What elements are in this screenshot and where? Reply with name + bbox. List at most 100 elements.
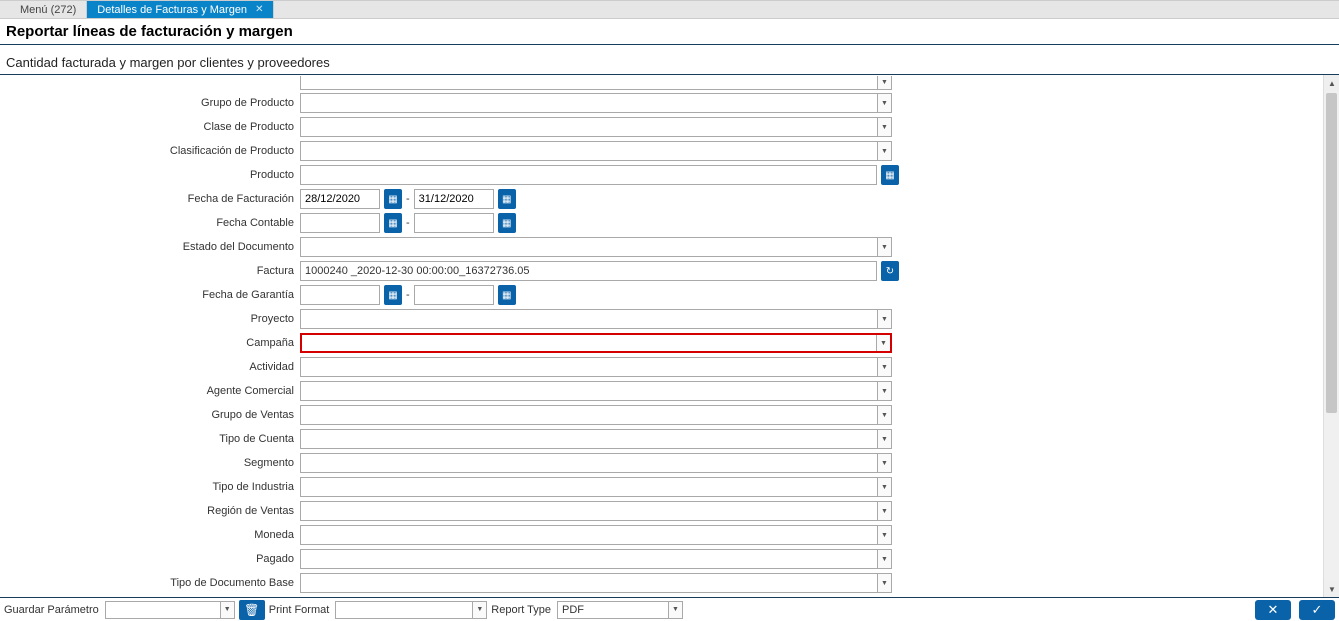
chevron-down-icon[interactable]: ▼	[877, 118, 891, 136]
calendar-icon[interactable]: ▦	[498, 285, 516, 305]
form-area: ▼ Grupo de Producto ▼ Clase de Producto	[0, 75, 1339, 597]
combo-agente-comercial[interactable]: ▼	[300, 381, 892, 401]
row-producto: Producto ▦	[0, 163, 1323, 187]
chevron-down-icon[interactable]: ▼	[877, 502, 891, 520]
tab-detalles-label: Detalles de Facturas y Margen	[97, 4, 247, 16]
chevron-down-icon[interactable]: ▼	[877, 406, 891, 424]
calendar-icon[interactable]: ▦	[498, 213, 516, 233]
close-icon[interactable]: ✕	[255, 4, 263, 15]
combo-estado-documento[interactable]: ▼	[300, 237, 892, 257]
chevron-down-icon[interactable]: ▼	[877, 454, 891, 472]
date-fact-to[interactable]: 31/12/2020	[414, 189, 494, 209]
range-separator: -	[406, 289, 410, 301]
title-bar: Reportar líneas de facturación y margen	[0, 19, 1339, 45]
label-fecha-contable: Fecha Contable	[0, 217, 300, 229]
combo-grupo-ventas[interactable]: ▼	[300, 405, 892, 425]
chevron-down-icon[interactable]: ▼	[220, 602, 234, 618]
chevron-down-icon[interactable]: ▼	[877, 94, 891, 112]
tab-menu[interactable]: Menú (272)	[10, 1, 87, 18]
calendar-icon[interactable]: ▦	[384, 285, 402, 305]
row-fecha-contable: Fecha Contable ▦ - ▦	[0, 211, 1323, 235]
combo-grupo-producto[interactable]: ▼	[300, 93, 892, 113]
input-factura[interactable]: 1000240 _2020-12-30 00:00:00_16372736.05	[300, 261, 877, 281]
label-producto: Producto	[0, 169, 300, 181]
row-tipo-industria: Tipo de Industria ▼	[0, 475, 1323, 499]
chevron-down-icon[interactable]: ▼	[877, 310, 891, 328]
combo-clase-producto[interactable]: ▼	[300, 117, 892, 137]
label-pagado: Pagado	[0, 553, 300, 565]
refresh-icon[interactable]: ↻	[881, 261, 899, 281]
row-grupo-ventas: Grupo de Ventas ▼	[0, 403, 1323, 427]
grid-icon[interactable]: ▦	[881, 165, 899, 185]
scroll-up-icon[interactable]: ▲	[1324, 75, 1339, 91]
label-print-format: Print Format	[269, 604, 332, 616]
row-segmento: Segmento ▼	[0, 451, 1323, 475]
combo-pagado[interactable]: ▼	[300, 549, 892, 569]
calendar-icon[interactable]: ▦	[384, 189, 402, 209]
chevron-down-icon[interactable]: ▼	[877, 142, 891, 160]
chevron-down-icon[interactable]: ▼	[877, 238, 891, 256]
scroll-down-icon[interactable]: ▼	[1324, 581, 1339, 597]
combo-proyecto[interactable]: ▼	[300, 309, 892, 329]
partial-top-combo[interactable]: ▼	[300, 76, 892, 90]
combo-tipo-industria[interactable]: ▼	[300, 477, 892, 497]
label-tipo-industria: Tipo de Industria	[0, 481, 300, 493]
chevron-down-icon[interactable]: ▼	[877, 76, 891, 89]
label-grupo-producto: Grupo de Producto	[0, 97, 300, 109]
chevron-down-icon[interactable]: ▼	[876, 335, 890, 351]
date-cont-to[interactable]	[414, 213, 494, 233]
combo-report-type[interactable]: PDF ▼	[557, 601, 683, 619]
cancel-button[interactable]: ✕	[1255, 600, 1291, 620]
vertical-scrollbar[interactable]: ▲ ▼	[1323, 75, 1339, 597]
combo-guardar-parametro[interactable]: ▼	[105, 601, 235, 619]
row-factura: Factura 1000240 _2020-12-30 00:00:00_163…	[0, 259, 1323, 283]
input-producto[interactable]	[300, 165, 877, 185]
label-agente-comercial: Agente Comercial	[0, 385, 300, 397]
chevron-down-icon[interactable]: ▼	[877, 574, 891, 592]
combo-region-ventas[interactable]: ▼	[300, 501, 892, 521]
calendar-icon[interactable]: ▦	[384, 213, 402, 233]
trash-icon[interactable]: 🗑	[239, 600, 265, 620]
range-separator: -	[406, 217, 410, 229]
chevron-down-icon[interactable]: ▼	[877, 382, 891, 400]
combo-moneda[interactable]: ▼	[300, 525, 892, 545]
row-fecha-garantia: Fecha de Garantía ▦ - ▦	[0, 283, 1323, 307]
label-proyecto: Proyecto	[0, 313, 300, 325]
chevron-down-icon[interactable]: ▼	[877, 358, 891, 376]
chevron-down-icon[interactable]: ▼	[877, 550, 891, 568]
page-subtitle: Cantidad facturada y margen por clientes…	[0, 45, 1339, 75]
ok-button[interactable]: ✓	[1299, 600, 1335, 620]
label-report-type: Report Type	[491, 604, 553, 616]
chevron-down-icon[interactable]: ▼	[877, 430, 891, 448]
label-fecha-facturacion: Fecha de Facturación	[0, 193, 300, 205]
combo-campana[interactable]: ▼	[300, 333, 892, 353]
date-gar-from[interactable]	[300, 285, 380, 305]
chevron-down-icon[interactable]: ▼	[472, 602, 486, 618]
combo-clasif-producto[interactable]: ▼	[300, 141, 892, 161]
chevron-down-icon[interactable]: ▼	[668, 602, 682, 618]
date-cont-from[interactable]	[300, 213, 380, 233]
date-fact-from[interactable]: 28/12/2020	[300, 189, 380, 209]
calendar-icon[interactable]: ▦	[498, 189, 516, 209]
chevron-down-icon[interactable]: ▼	[877, 526, 891, 544]
combo-segmento[interactable]: ▼	[300, 453, 892, 473]
row-grupo-producto: Grupo de Producto ▼	[0, 91, 1323, 115]
combo-tipo-doc-base[interactable]: ▼	[300, 573, 892, 593]
label-estado-documento: Estado del Documento	[0, 241, 300, 253]
date-gar-to[interactable]	[414, 285, 494, 305]
row-tipo-cuenta: Tipo de Cuenta ▼	[0, 427, 1323, 451]
combo-print-format[interactable]: ▼	[335, 601, 487, 619]
range-separator: -	[406, 193, 410, 205]
row-agente-comercial: Agente Comercial ▼	[0, 379, 1323, 403]
row-clasif-producto: Clasificación de Producto ▼	[0, 139, 1323, 163]
row-clase-producto: Clase de Producto ▼	[0, 115, 1323, 139]
row-tipo-doc-base: Tipo de Documento Base ▼	[0, 571, 1323, 595]
page-title: Reportar líneas de facturación y margen	[6, 23, 1333, 40]
combo-tipo-cuenta[interactable]: ▼	[300, 429, 892, 449]
label-guardar-parametro: Guardar Parámetro	[4, 604, 101, 616]
label-tipo-cuenta: Tipo de Cuenta	[0, 433, 300, 445]
combo-actividad[interactable]: ▼	[300, 357, 892, 377]
tab-detalles-facturas[interactable]: Detalles de Facturas y Margen ✕	[87, 1, 274, 18]
scroll-thumb[interactable]	[1326, 93, 1337, 413]
chevron-down-icon[interactable]: ▼	[877, 478, 891, 496]
